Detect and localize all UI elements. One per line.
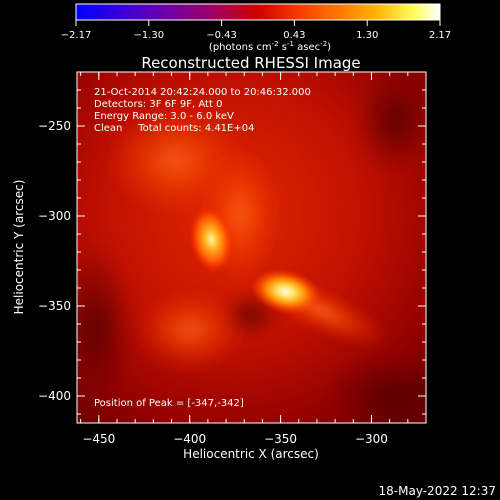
y-axis-label: Heliocentric Y (arcsec)	[12, 180, 26, 315]
annotation-block: 21-Oct-2014 20:42:24.000 to 20:46:32.000…	[94, 87, 311, 409]
secondary-source	[189, 205, 234, 274]
x-axis: −450 −400 −350 −300	[80, 72, 427, 446]
colorbar-tick-label: 0.43	[283, 30, 305, 41]
x-tick-label: −400	[173, 432, 206, 446]
colorbar-tick-label: 1.30	[356, 30, 378, 41]
heatmap-image	[77, 72, 426, 423]
y-tick-label: −400	[38, 389, 71, 403]
colorbar-tick-label: −1.30	[133, 30, 164, 41]
colorbar-tick-label: −0.43	[206, 30, 237, 41]
annotation-energy: Energy Range: 3.0 - 6.0 keV	[94, 111, 234, 122]
x-tick-label: −350	[264, 432, 297, 446]
x-axis-label: Heliocentric X (arcsec)	[183, 447, 319, 461]
peak-source	[250, 268, 322, 315]
annotation-clean: Clean Total counts: 4.41E+04	[94, 123, 254, 134]
dark-region-upper-right	[355, 72, 426, 175]
x-tick-label: −300	[355, 432, 388, 446]
colorbar-gradient	[75, 3, 441, 21]
dark-region-left	[77, 240, 135, 420]
chart-title: Reconstructed RHESSI Image	[141, 54, 360, 72]
timestamp: 18-May-2022 12:37	[379, 484, 496, 498]
sources-layer	[189, 205, 322, 315]
x-tick-label: −450	[82, 432, 115, 446]
colorbar: −2.17 −1.30 −0.43 0.43 1.30 2.17 (photons cm-…	[61, 3, 451, 53]
colorbar-tick-label: −2.17	[61, 30, 92, 41]
dark-region-lower-right	[320, 350, 426, 423]
plot-frame	[76, 71, 427, 424]
colorbar-ticks: −2.17 −1.30 −0.43 0.43 1.30 2.17	[61, 20, 451, 41]
y-tick-label: −250	[38, 119, 71, 133]
y-axis: −250 −300 −350 −400	[38, 71, 426, 415]
y-tick-label: −350	[38, 299, 71, 313]
diffuse-emission-low	[135, 290, 245, 370]
annotation-detectors: Detectors: 3F 6F 9F, Att 0	[94, 99, 222, 110]
annotation-peak: Position of Peak = [-347,-342]	[94, 398, 244, 409]
y-tick-label: −300	[38, 209, 71, 223]
annotation-time: 21-Oct-2014 20:42:24.000 to 20:46:32.000	[94, 87, 311, 98]
colorbar-unit: (photons cm-2 s-1 asec-2)	[209, 40, 331, 53]
colorbar-tick-label: 2.17	[429, 30, 451, 41]
